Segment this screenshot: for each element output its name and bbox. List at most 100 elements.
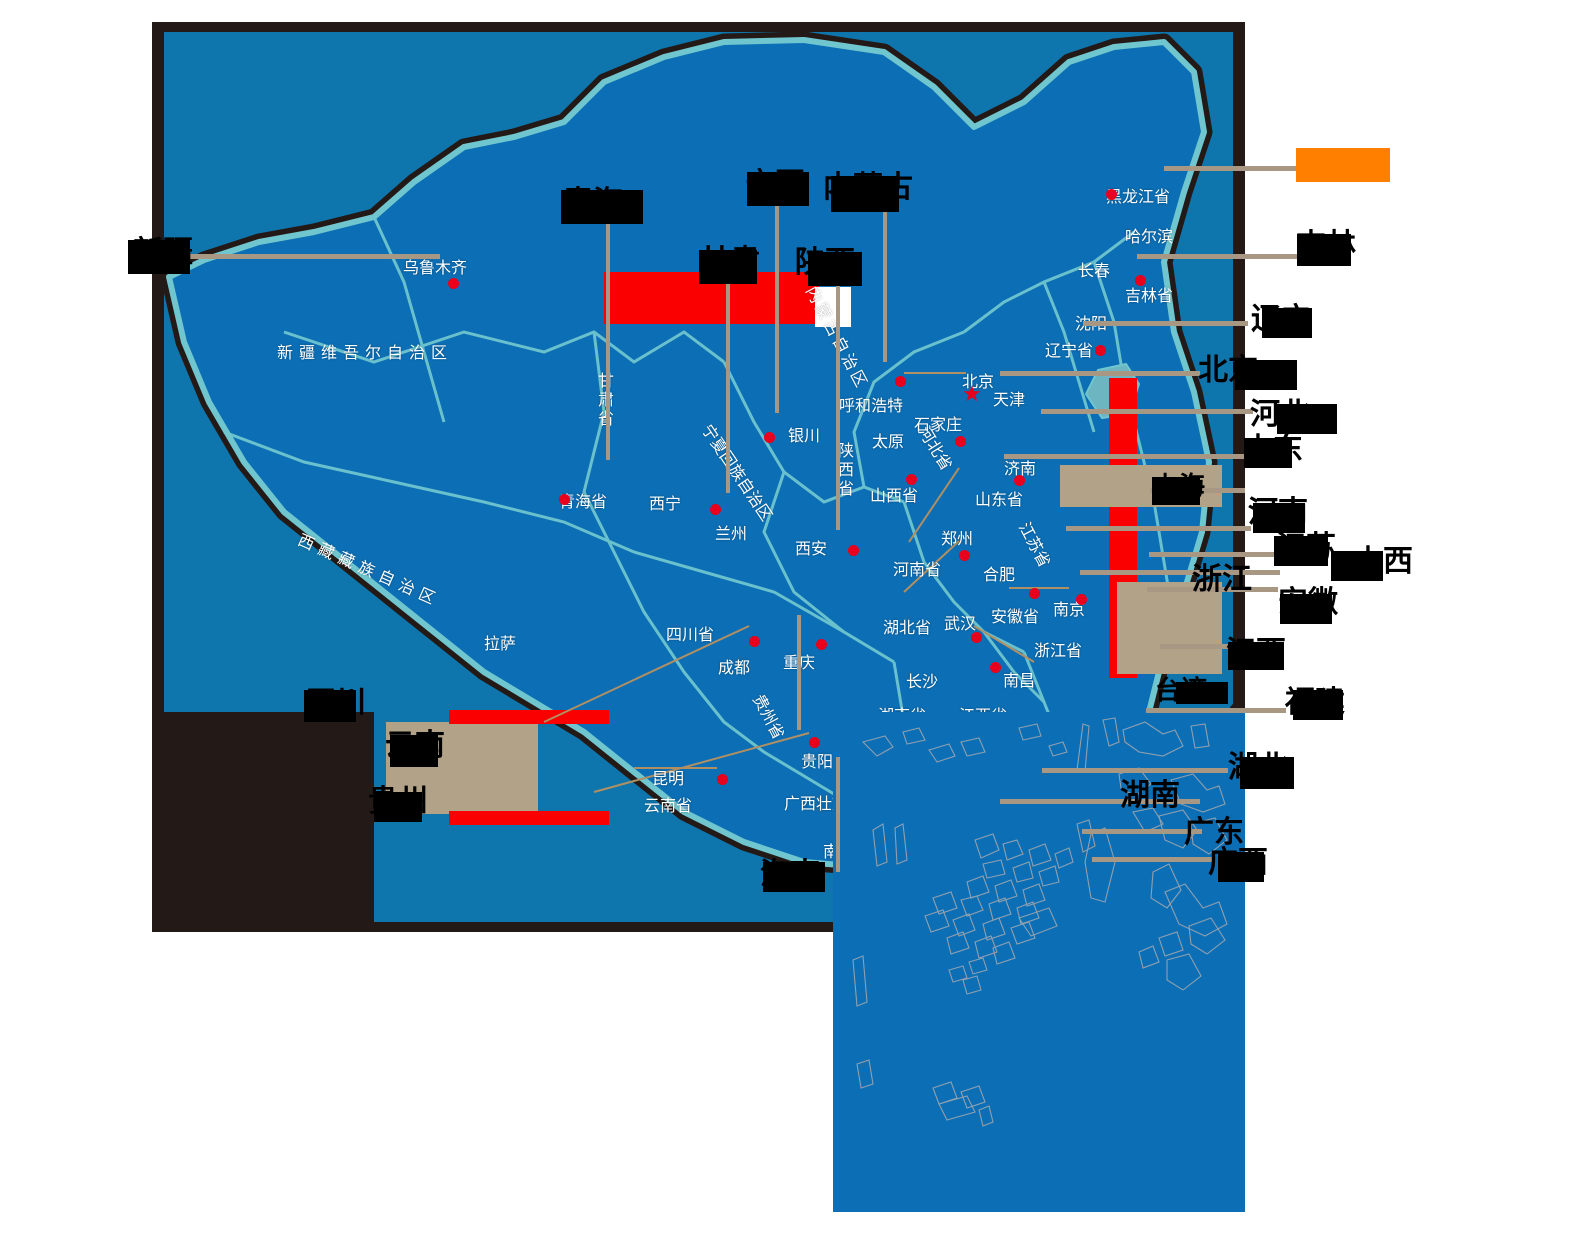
redaction-hubei bbox=[1240, 757, 1294, 789]
redaction-guangxi bbox=[1218, 852, 1264, 882]
redaction-shanxi bbox=[1331, 551, 1383, 581]
province-label-heilongjiang: 黑龙江省 bbox=[1106, 187, 1171, 206]
redaction-taiwan bbox=[1176, 682, 1228, 704]
leader-line-inner-mongolia bbox=[883, 194, 887, 362]
city-label-wuhan: 武汉 bbox=[944, 614, 977, 633]
overlay-white-patch-shaanxi bbox=[815, 287, 851, 327]
capital-star-icon: ★ bbox=[962, 382, 982, 407]
province-label-zhejiang: 浙江省 bbox=[1034, 641, 1083, 660]
province-label-shandong: 山东省 bbox=[975, 490, 1024, 509]
south-china-sea-panel bbox=[833, 712, 1245, 1212]
city-label-tianjin: 天津 bbox=[993, 390, 1026, 409]
province-label-henan: 河南省 bbox=[893, 560, 942, 579]
redaction-inner-mongolia bbox=[831, 176, 899, 212]
callout-swatch-orange[interactable] bbox=[1296, 148, 1390, 182]
city-dot-xian bbox=[848, 545, 859, 556]
leader-line-shaanxi bbox=[836, 270, 840, 530]
leader-line-anhui bbox=[1147, 587, 1278, 592]
city-label-beijing: 北京 bbox=[962, 372, 995, 391]
city-label-hefei: 合肥 bbox=[983, 565, 1016, 584]
leader-line-qinghai bbox=[606, 205, 610, 460]
city-label-harbin: 哈尔滨 bbox=[1125, 227, 1174, 246]
lower-left-dark-block bbox=[152, 712, 374, 932]
province-label-xinjiang: 新疆维吾尔自治区 bbox=[277, 343, 454, 362]
city-dot-chengdu bbox=[749, 636, 760, 647]
overlay-red-band-yunnan-bottom bbox=[449, 811, 609, 825]
redaction-hebei bbox=[1277, 404, 1337, 434]
city-dot-hefei bbox=[1029, 588, 1040, 599]
leader-line-zhejiang bbox=[1080, 570, 1280, 575]
leader-line-guangxi bbox=[1092, 857, 1212, 862]
leader-line-xinjiang bbox=[190, 254, 440, 259]
redaction-jilin bbox=[1297, 234, 1351, 266]
city-dot-hohhot bbox=[895, 376, 906, 387]
callout-hunan[interactable]: 湖南 bbox=[1120, 778, 1180, 813]
city-dot-nanjing bbox=[1076, 594, 1087, 605]
city-dot-chongqing bbox=[816, 639, 827, 650]
province-label-shanxi: 山西省 bbox=[870, 486, 919, 505]
city-label-xining: 西宁 bbox=[649, 494, 682, 513]
redaction-jiangxi bbox=[1228, 642, 1284, 670]
city-label-lhasa: 拉萨 bbox=[484, 634, 517, 653]
city-label-zhengzhou: 郑州 bbox=[941, 529, 974, 548]
leader-line-gansu bbox=[726, 268, 730, 493]
redaction-sichuan bbox=[304, 690, 356, 722]
city-label-yinchuan: 银川 bbox=[788, 426, 821, 445]
city-label-lanzhou: 兰州 bbox=[715, 524, 748, 543]
city-label-kunming: 昆明 bbox=[652, 769, 685, 788]
leader-line-hubei bbox=[1042, 768, 1228, 773]
redaction-yunnan bbox=[390, 735, 438, 767]
redaction-beijing bbox=[1235, 360, 1297, 390]
city-label-urumqi: 乌鲁木齐 bbox=[403, 258, 468, 277]
overlay-red-band-yunnan-top bbox=[449, 710, 609, 724]
leader-line-beijing bbox=[1000, 371, 1200, 376]
city-dot-urumqi bbox=[448, 278, 459, 289]
redaction-anhui bbox=[1280, 594, 1332, 624]
redaction-shandong bbox=[1244, 438, 1292, 468]
city-label-chengdu: 成都 bbox=[718, 658, 751, 677]
leader-line-fujian bbox=[1146, 708, 1286, 713]
redaction-fujian bbox=[1293, 690, 1343, 720]
city-label-guiyang: 贵阳 bbox=[801, 752, 834, 771]
callout-zhejiang[interactable]: 浙江 bbox=[1192, 562, 1252, 597]
city-dot-wuhan bbox=[971, 632, 982, 643]
province-label-hubei: 湖北省 bbox=[883, 618, 932, 637]
leader-line-jilin bbox=[1137, 254, 1298, 259]
city-label-shijiazhuang: 石家庄 bbox=[914, 415, 963, 434]
leader-line-ningxia bbox=[775, 191, 779, 413]
province-label-jilin: 吉林省 bbox=[1125, 286, 1174, 305]
city-dot-zhengzhou bbox=[959, 550, 970, 561]
city-label-changchun: 长春 bbox=[1078, 261, 1111, 280]
redaction-ningxia bbox=[747, 172, 809, 206]
leader-line-liaoning bbox=[1083, 321, 1248, 326]
redaction-henan bbox=[1253, 503, 1305, 533]
province-label-anhui: 安徽省 bbox=[991, 607, 1040, 626]
city-dot-yinchuan bbox=[764, 432, 775, 443]
redaction-shanghai bbox=[1152, 477, 1200, 505]
city-dot-liaoning bbox=[1095, 345, 1106, 356]
leader-line-hainan bbox=[836, 757, 840, 872]
leader-line-shandong bbox=[1004, 454, 1244, 459]
redaction-liaoning bbox=[1262, 308, 1312, 338]
leader-line-guangdong bbox=[1082, 829, 1202, 834]
province-label-qinghai: 青海省 bbox=[559, 492, 608, 511]
redaction-gansu bbox=[699, 250, 757, 284]
leader-line-chongqing bbox=[797, 615, 801, 730]
city-dot-taiyuan bbox=[906, 474, 917, 485]
city-dot-kunming bbox=[717, 774, 728, 785]
city-label-xian: 西安 bbox=[795, 539, 828, 558]
redaction-qinghai bbox=[561, 190, 643, 224]
leader-line-jiangsu bbox=[1149, 552, 1279, 557]
redaction-guizhou bbox=[374, 792, 422, 822]
city-label-nanchang: 南昌 bbox=[1003, 671, 1036, 690]
city-label-nanjing: 南京 bbox=[1053, 600, 1086, 619]
redaction-shaanxi bbox=[808, 252, 862, 286]
leader-line-heilongjiang bbox=[1164, 166, 1298, 171]
city-dot-guiyang bbox=[809, 737, 820, 748]
city-label-hohhot: 呼和浩特 bbox=[839, 396, 904, 415]
leader-line-henan bbox=[1066, 526, 1251, 531]
province-label-yunnan: 云南省 bbox=[644, 796, 693, 815]
map-frame: 新疆维吾尔自治区 西藏藏族自治区 青海省 甘肃省 宁夏回族自治区 内蒙古自治区 … bbox=[152, 22, 1245, 932]
callout-guangdong[interactable]: 广东 bbox=[1184, 815, 1244, 850]
